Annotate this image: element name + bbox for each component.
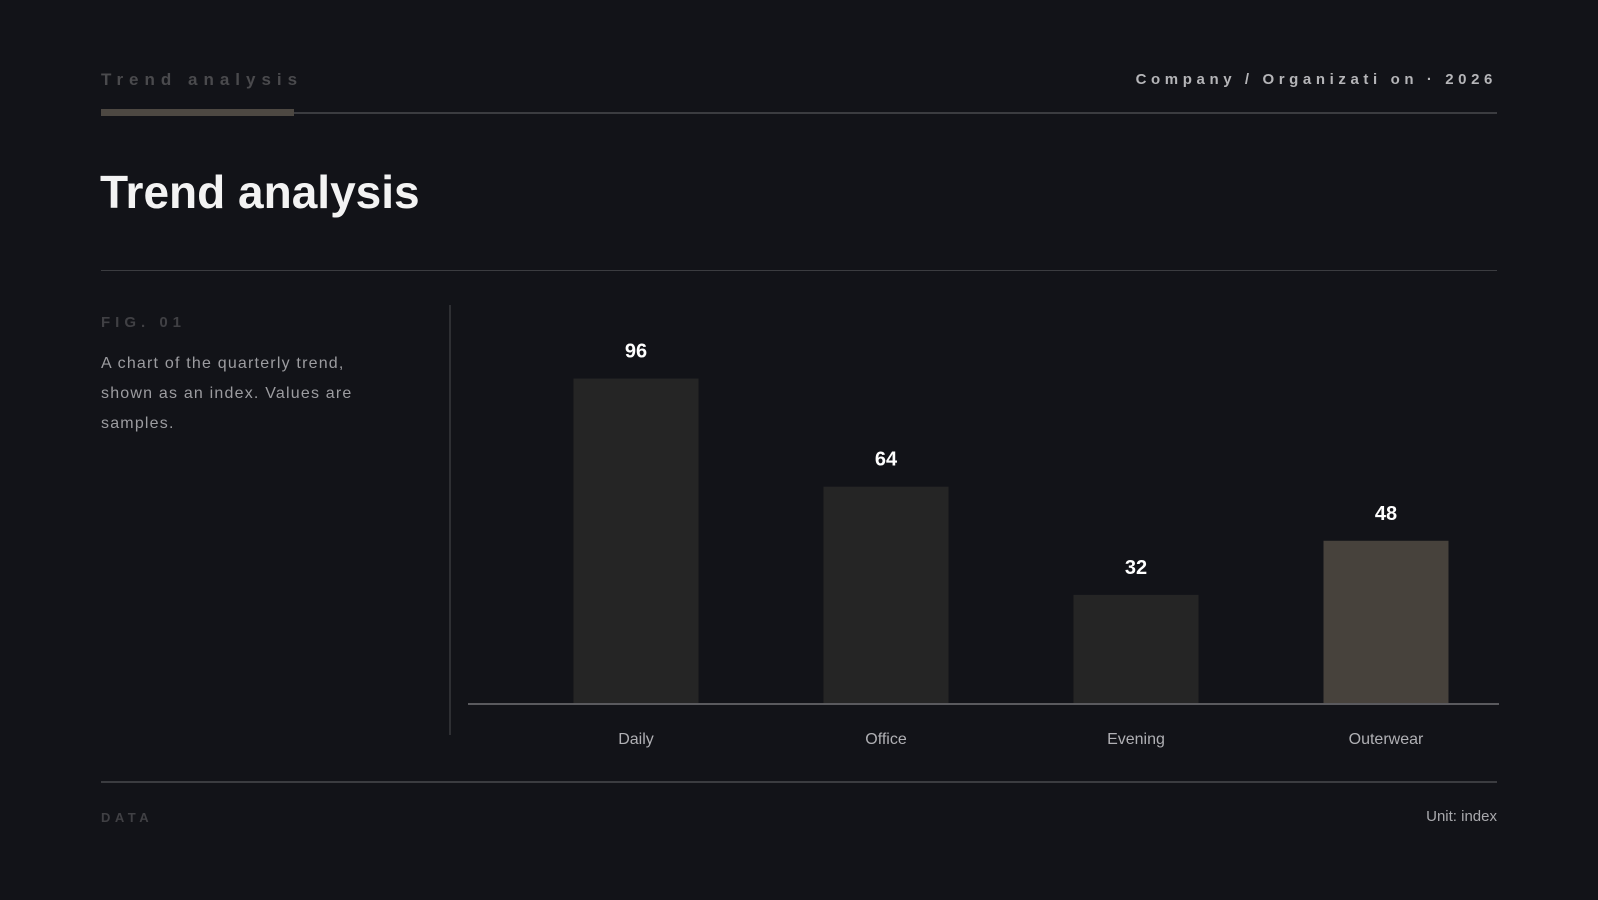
footer-source-label: DATA — [101, 810, 154, 825]
figure-divider — [449, 305, 451, 735]
x-tick-label-office: Office — [865, 731, 907, 748]
eyebrow-label: Trend analysis — [101, 70, 304, 89]
bar-evening — [1073, 594, 1199, 703]
footer-divider — [101, 781, 1497, 783]
bar-daily — [573, 378, 699, 703]
figure-caption: A chart of the quarterly trend, shown as… — [101, 355, 353, 432]
figure-label: FIG. 01 — [101, 314, 187, 331]
header-accent-bar — [101, 109, 294, 116]
header-divider — [101, 112, 1497, 114]
bar-office — [823, 486, 949, 703]
organization-label: Company / Organizati on · 2026 — [1135, 71, 1497, 88]
data-label-evening: 32 — [1125, 557, 1147, 579]
title-divider — [101, 270, 1497, 271]
page-title: Trend analysis — [100, 166, 420, 218]
x-tick-label-evening: Evening — [1107, 731, 1165, 748]
bar-outerwear — [1323, 540, 1449, 703]
x-tick-label-daily: Daily — [618, 731, 654, 748]
bar-chart: 96 Daily 64 Office 32 Evening 48 Outerwear — [468, 341, 1499, 748]
unit-label: Unit: index — [1426, 808, 1497, 825]
data-label-outerwear: 48 — [1375, 503, 1397, 525]
data-label-daily: 96 — [625, 341, 647, 363]
x-tick-label-outerwear: Outerwear — [1349, 731, 1424, 748]
data-label-office: 64 — [875, 449, 898, 471]
